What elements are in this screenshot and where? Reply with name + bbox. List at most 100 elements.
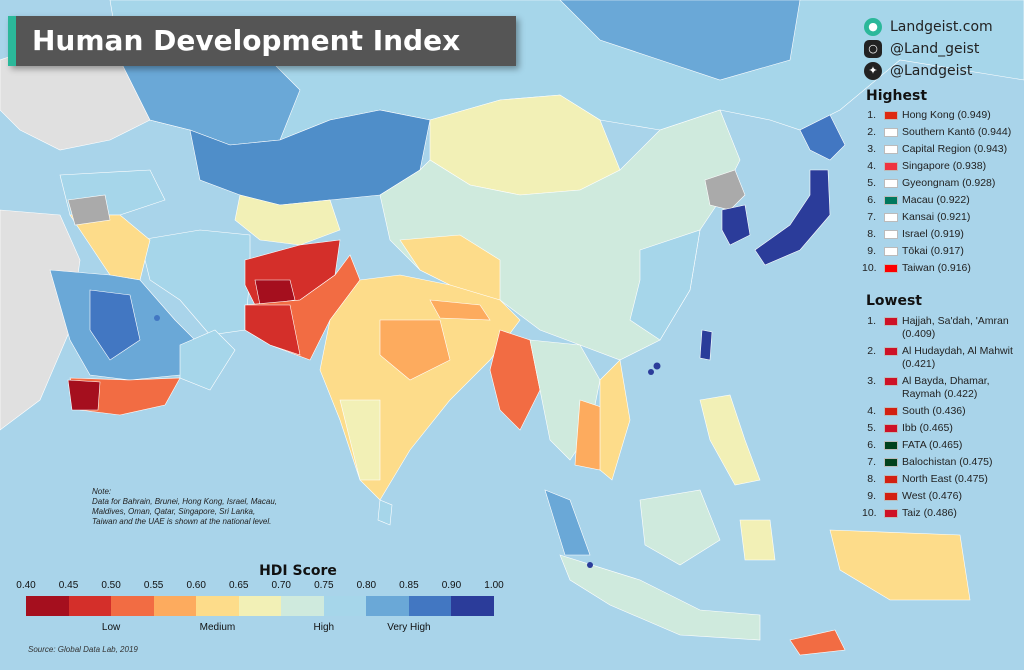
region-name: Israel bbox=[902, 228, 928, 240]
social-link-instagram[interactable]: ○ @Land_geist bbox=[864, 40, 979, 58]
lowest-list-item: 2. Al Hudaydah, Al Mahwit0.421 bbox=[858, 345, 1018, 371]
legend-swatch bbox=[408, 596, 452, 616]
highest-list: 1. Hong Kong0.949 2. Southern Kantō0.944 3. C… bbox=[858, 109, 1018, 279]
rank-number: 3. bbox=[867, 375, 876, 387]
hdi-score: 0.475 bbox=[956, 456, 992, 468]
flag-icon bbox=[884, 509, 898, 518]
flag-icon bbox=[884, 196, 898, 205]
legend-category-label: Medium bbox=[199, 622, 236, 633]
region-papua bbox=[829, 529, 971, 601]
region-sri-lanka bbox=[377, 499, 393, 526]
hdi-score: 0.409 bbox=[902, 328, 935, 340]
legend-tick-label: 0.90 bbox=[441, 580, 462, 591]
dot-hong-kong bbox=[653, 362, 661, 370]
region-name: Macau bbox=[902, 194, 934, 206]
hdi-score: 0.919 bbox=[928, 228, 964, 240]
dot-qatar bbox=[154, 315, 160, 321]
legend-swatch bbox=[323, 596, 367, 616]
twitter-label: @Landgeist bbox=[890, 63, 973, 79]
highest-list-item: 7. Kansai0.921 bbox=[858, 211, 1018, 224]
region-name: West bbox=[902, 490, 926, 502]
legend-tick-label: 0.45 bbox=[58, 580, 79, 591]
legend-swatch bbox=[196, 596, 239, 616]
flag-icon bbox=[884, 347, 898, 356]
region-no-data-syria bbox=[67, 194, 111, 226]
hdi-score: 0.922 bbox=[934, 194, 970, 206]
hdi-score: 0.422 bbox=[941, 388, 977, 400]
region-name: Al Hudaydah, Al Mahwit bbox=[902, 345, 1013, 357]
social-link-twitter[interactable]: ✦ @Landgeist bbox=[864, 62, 972, 80]
hdi-score: 0.949 bbox=[955, 109, 991, 121]
highest-list-item: 3. Capital Region0.943 bbox=[858, 143, 1018, 156]
region-name: Ibb bbox=[902, 422, 917, 434]
legend-swatch bbox=[451, 596, 495, 616]
legend-tick-label: 0.65 bbox=[228, 580, 249, 591]
region-name: FATA bbox=[902, 439, 927, 451]
page-title: Human Development Index bbox=[32, 24, 461, 57]
flag-icon bbox=[884, 317, 898, 326]
lowest-list: 1. Hajjah, Sa'dah, 'Amran0.409 2. Al Hudayd… bbox=[858, 315, 1018, 524]
highest-list-item: 4. Singapore0.938 bbox=[858, 160, 1018, 173]
flag-icon bbox=[884, 441, 898, 450]
region-yemen-west bbox=[67, 379, 101, 411]
flag-icon bbox=[884, 213, 898, 222]
region-name: Gyeongnam bbox=[902, 177, 960, 189]
lowest-list-item: 7. Balochistan0.475 bbox=[858, 456, 1018, 469]
twitter-icon: ✦ bbox=[864, 62, 882, 80]
legend-swatch bbox=[281, 596, 324, 616]
rank-number: 1. bbox=[867, 315, 876, 327]
title-banner: Human Development Index bbox=[8, 16, 516, 66]
dot-macau bbox=[648, 369, 654, 375]
rank-number: 9. bbox=[867, 245, 876, 257]
flag-icon bbox=[884, 377, 898, 386]
note-text: Data for Bahrain, Brunei, Hong Kong, Isr… bbox=[92, 497, 277, 526]
highest-list-item: 10. Taiwan0.916 bbox=[858, 262, 1018, 275]
flag-icon bbox=[884, 128, 898, 137]
globe-icon: ● bbox=[864, 18, 882, 36]
flag-icon bbox=[884, 492, 898, 501]
rank-number: 5. bbox=[867, 422, 876, 434]
region-name: Al Bayda, Dhamar, Raymah bbox=[902, 375, 990, 400]
lowest-list-item: 3. Al Bayda, Dhamar, Raymah0.422 bbox=[858, 375, 1018, 401]
hdi-score: 0.465 bbox=[917, 422, 953, 434]
rank-number: 7. bbox=[867, 456, 876, 468]
instagram-icon: ○ bbox=[864, 40, 882, 58]
highest-list-item: 2. Southern Kantō0.944 bbox=[858, 126, 1018, 139]
region-philippines bbox=[699, 394, 761, 486]
legend-category-label: High bbox=[313, 622, 335, 633]
flag-icon bbox=[884, 111, 898, 120]
legend-tick-label: 0.75 bbox=[314, 580, 334, 591]
region-china-east bbox=[629, 229, 701, 341]
region-name: Kansai bbox=[902, 211, 935, 223]
social-link-website[interactable]: ● Landgeist.com bbox=[864, 18, 993, 36]
flag-icon bbox=[884, 424, 898, 433]
rank-number: 7. bbox=[867, 211, 876, 223]
legend-tick-label: 0.40 bbox=[16, 580, 36, 591]
rank-number: 8. bbox=[867, 473, 876, 485]
hdi-score: 0.436 bbox=[929, 405, 965, 417]
hdi-score: 0.476 bbox=[926, 490, 962, 502]
rank-number: 2. bbox=[867, 126, 876, 138]
highest-list-item: 6. Macau0.922 bbox=[858, 194, 1018, 207]
region-name: North East bbox=[902, 473, 952, 485]
region-name: Capital Region bbox=[902, 143, 971, 155]
region-name: Balochistan bbox=[902, 456, 957, 468]
region-south-korea bbox=[721, 204, 751, 246]
highest-list-item: 5. Gyeongnam0.928 bbox=[858, 177, 1018, 190]
hdi-score: 0.928 bbox=[959, 177, 995, 189]
region-india-south bbox=[339, 399, 381, 481]
hdi-score: 0.916 bbox=[935, 262, 971, 274]
highest-heading: Highest bbox=[866, 88, 928, 104]
lowest-list-item: 5. Ibb0.465 bbox=[858, 422, 1018, 435]
region-name: Tōkai bbox=[902, 245, 928, 257]
rank-number: 6. bbox=[867, 194, 876, 206]
legend-title: HDI Score bbox=[259, 563, 337, 579]
region-hokkaido bbox=[799, 114, 846, 161]
region-taiwan bbox=[699, 329, 713, 361]
rank-number: 10. bbox=[862, 507, 877, 519]
legend-color-bar bbox=[26, 596, 495, 616]
flag-icon bbox=[884, 247, 898, 256]
legend-swatch bbox=[238, 596, 282, 616]
region-vietnam bbox=[599, 359, 631, 481]
hdi-score: 0.465 bbox=[926, 439, 962, 451]
